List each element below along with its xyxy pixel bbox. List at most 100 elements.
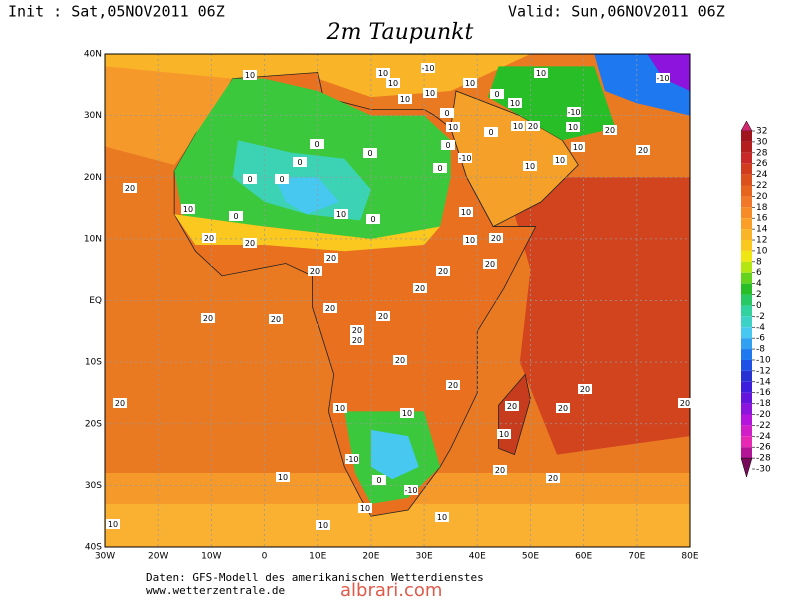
contour-label-box bbox=[463, 235, 477, 245]
lat-tick-label: 20S bbox=[85, 419, 102, 429]
colorbar-swatch bbox=[741, 403, 752, 415]
contour-label-box bbox=[421, 63, 435, 73]
colorbar-swatch bbox=[741, 229, 752, 241]
contour-label: 10 bbox=[536, 69, 546, 78]
watermark: albrari.com bbox=[340, 580, 442, 600]
colorbar-label: -18 bbox=[756, 399, 771, 409]
contour-label-box bbox=[269, 314, 283, 324]
colorbar-label: -16 bbox=[756, 388, 771, 398]
contour-label-box bbox=[566, 122, 580, 132]
colorbar-swatch bbox=[741, 207, 752, 219]
contour-label-box bbox=[350, 325, 364, 335]
contour-label: 20 bbox=[638, 146, 648, 155]
contour-label: 10 bbox=[402, 409, 412, 418]
contour-label-box bbox=[483, 259, 497, 269]
contour-label: -10 bbox=[567, 108, 580, 117]
contour-label-box bbox=[276, 472, 290, 482]
contour-label: 10 bbox=[525, 162, 535, 171]
contour-label: 20 bbox=[352, 326, 362, 335]
colorbar-swatch bbox=[741, 316, 752, 328]
contour-label: 10 bbox=[400, 95, 410, 104]
contour-label-box bbox=[484, 127, 498, 137]
lon-tick-label: 10E bbox=[309, 552, 326, 562]
contour-label: 10 bbox=[568, 123, 578, 132]
contour-label: 20 bbox=[558, 404, 568, 413]
colorbar-swatch bbox=[741, 436, 752, 448]
contour-label-box bbox=[511, 121, 525, 131]
lat-tick-label: 40S bbox=[85, 543, 102, 553]
contour-label: -10 bbox=[458, 154, 471, 163]
contour-label: 0 bbox=[247, 175, 252, 184]
map-frame bbox=[104, 53, 691, 548]
contour-label: 20 bbox=[245, 239, 255, 248]
contour-label: 20 bbox=[203, 314, 213, 323]
colorbar-swatch bbox=[741, 283, 752, 295]
colorbar-swatch bbox=[741, 414, 752, 426]
colorbar-swatch bbox=[741, 152, 752, 164]
contour-label: 0 bbox=[444, 109, 449, 118]
contour-label: 20 bbox=[325, 304, 335, 313]
colorbar-label: 28 bbox=[756, 148, 768, 158]
lat-tick-label: 30N bbox=[84, 111, 102, 121]
contour-label-box bbox=[508, 98, 522, 108]
lat-tick-label: 20N bbox=[84, 173, 102, 183]
contour-label: 20 bbox=[605, 126, 615, 135]
contour-label-box bbox=[423, 88, 437, 98]
lon-tick-label: 30W bbox=[95, 552, 115, 562]
colorbar-label: 2 bbox=[756, 290, 762, 300]
colorbar-label: 22 bbox=[756, 181, 767, 191]
colorbar-label: -24 bbox=[756, 432, 771, 442]
contour-label: -10 bbox=[656, 74, 669, 83]
contour-label: 20 bbox=[495, 466, 505, 475]
contour-label-box bbox=[376, 68, 390, 78]
valid-time: Valid: Sun,06NOV2011 06Z bbox=[508, 3, 725, 21]
contour-label-box bbox=[523, 161, 537, 171]
contour-label: -10 bbox=[404, 486, 417, 495]
contour-label-box bbox=[413, 283, 427, 293]
contour-label-box bbox=[316, 520, 330, 530]
contour-label: 0 bbox=[279, 175, 284, 184]
contour-label-box bbox=[497, 429, 511, 439]
contour-label: 0 bbox=[370, 215, 375, 224]
colorbar-swatch bbox=[741, 131, 752, 142]
contour-label-box bbox=[398, 94, 412, 104]
contour-label-box bbox=[113, 398, 127, 408]
contour-label-box bbox=[458, 153, 472, 163]
contour-label-box bbox=[656, 73, 670, 83]
map: 30W 20W 10W 0 10E 20E 30E 40E 50E 60E 70E 80E 40N 30N… bbox=[84, 50, 699, 562]
contour-label: 10 bbox=[378, 69, 388, 78]
colorbar-label: 14 bbox=[756, 225, 768, 235]
lat-tick-label: 10N bbox=[84, 234, 102, 244]
contour-label-box bbox=[433, 163, 447, 173]
contour-label-box bbox=[393, 355, 407, 365]
contour-label-box bbox=[333, 403, 347, 413]
contour-label-box bbox=[567, 107, 581, 117]
colorbar-swatch bbox=[741, 196, 752, 208]
contour-label-box bbox=[440, 108, 454, 118]
colorbar-cap bbox=[740, 120, 753, 132]
contour-label: 10 bbox=[465, 236, 475, 245]
lon-tick-label: 20E bbox=[362, 552, 379, 562]
lon-tick-label: 70E bbox=[628, 552, 645, 562]
contour-label-box bbox=[358, 503, 372, 513]
contour-label-box bbox=[553, 155, 567, 165]
contour-label: 10 bbox=[461, 208, 471, 217]
colorbar-label: 8 bbox=[756, 257, 762, 267]
contour-label: 20 bbox=[378, 312, 388, 321]
field-north2 bbox=[105, 66, 233, 165]
colorbar-swatch bbox=[741, 338, 752, 350]
lon-tick-label: 0 bbox=[262, 552, 268, 562]
colorbar-label: 32 bbox=[756, 127, 767, 137]
contour-label-box bbox=[404, 485, 418, 495]
contour-label: 20 bbox=[438, 267, 448, 276]
site: www.wetterzentrale.de bbox=[146, 584, 285, 597]
contour-label-box bbox=[571, 142, 585, 152]
contour-label: 0 bbox=[314, 140, 319, 149]
contour-label-box bbox=[376, 311, 390, 321]
contour-label: 10 bbox=[335, 404, 345, 413]
contour-label-box bbox=[243, 174, 257, 184]
contour-label: 20 bbox=[271, 315, 281, 324]
contour-label: 10 bbox=[388, 79, 398, 88]
contour-label: 0 bbox=[488, 128, 493, 137]
